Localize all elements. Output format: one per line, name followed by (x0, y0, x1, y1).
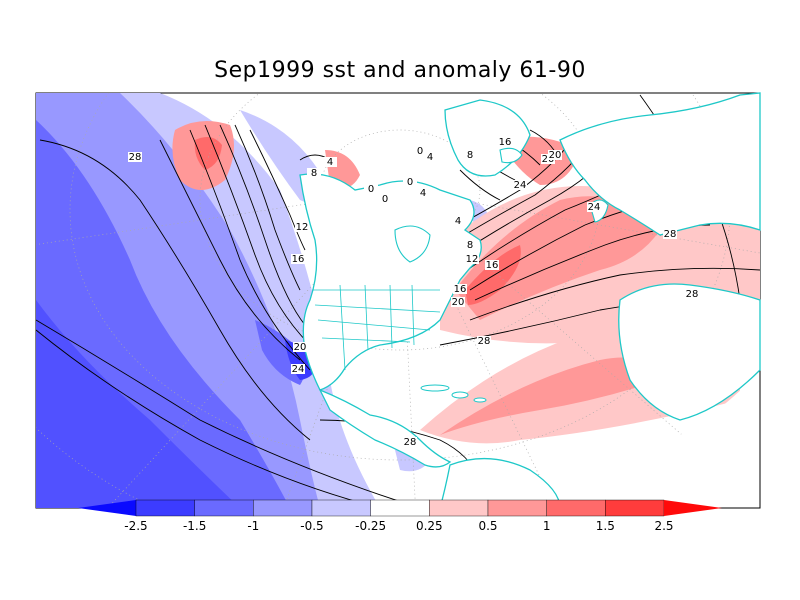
contour-label-bg (663, 229, 677, 239)
colorbar-bin (194, 499, 254, 517)
contour-label: 20 (452, 297, 465, 308)
contour-label: 16 (292, 254, 305, 265)
caribbean-islands (420, 384, 487, 403)
contour-label-bg (548, 150, 562, 160)
contour-label-bg (413, 146, 427, 156)
land-africa (618, 283, 761, 421)
contour-label-bg (403, 437, 417, 447)
contour-label-bg (485, 260, 499, 270)
colorbar-arrow-right (664, 500, 722, 516)
colorbar-bin (370, 499, 430, 517)
contour-label-bg (463, 150, 477, 160)
land-hudson-bay-water (394, 225, 431, 263)
contour-label: 20 (549, 150, 562, 161)
contour-label: 0 (368, 184, 374, 195)
contour-label: 8 (311, 168, 317, 179)
contour-label-bg (513, 180, 527, 190)
contour-label: 24 (292, 364, 305, 375)
contour-label: 4 (420, 188, 426, 199)
land-central-america (318, 388, 452, 468)
colorbar-bin (311, 499, 371, 517)
colorbar-tick-label: -0.25 (355, 519, 386, 533)
contour-label: 24 (514, 180, 527, 191)
anomaly-warm-subtropical-core (440, 357, 660, 435)
colorbar-bin (546, 499, 606, 517)
contour-label: 20 (294, 342, 307, 353)
contour-labels: 2848000412162024048412161620816202428282… (128, 137, 699, 448)
contour-label-bg (291, 254, 305, 264)
contour-label: 0 (417, 146, 423, 157)
contour-label: 4 (327, 157, 333, 168)
anomaly-warm-gulfstream-core (465, 245, 521, 305)
contour-label-bg (128, 152, 142, 162)
contour-label-bg (463, 240, 477, 250)
contour-label-bg (587, 202, 601, 212)
colorbar-tick-label: 1 (543, 519, 551, 533)
contour-label: 24 (588, 202, 601, 213)
contour-label-bg (465, 254, 479, 264)
contour-label: 16 (454, 284, 467, 295)
contour-label-bg (378, 194, 392, 204)
contour-label-bg (423, 152, 437, 162)
anomaly-warm-gulfstream (455, 196, 660, 320)
anomaly-warm-bering-inner (194, 136, 222, 170)
contour-label: 4 (455, 216, 461, 227)
contour-label-bg (293, 342, 307, 352)
contour-label: 4 (427, 152, 433, 163)
contour-label-bg (403, 177, 417, 187)
contour-label: 28 (129, 152, 142, 163)
contour-label: 12 (296, 222, 309, 233)
us-state-borders (312, 284, 441, 371)
contour-label: 16 (499, 137, 512, 148)
contour-label-bg (364, 184, 378, 194)
contour-label-bg (323, 157, 337, 167)
land-europe (559, 92, 761, 236)
colorbar-tick-label: -1.5 (183, 519, 206, 533)
contour-label-bg (291, 364, 305, 374)
land-south-america (439, 457, 561, 509)
contour-label: 8 (467, 240, 473, 251)
colorbar-tick-label: 2.5 (654, 519, 673, 533)
contour-label: 0 (382, 194, 388, 205)
colorbar-bin (429, 499, 489, 517)
colorbar-tick-label: 1.5 (596, 519, 615, 533)
colorbar-bin (253, 499, 313, 517)
colorbar-tick-label: -0.5 (300, 519, 323, 533)
contour-label-bg (307, 168, 321, 178)
contour-label: 0 (407, 177, 413, 188)
colorbar-bin (487, 499, 547, 517)
colorbar-arrow-left (78, 500, 136, 516)
contour-label: 28 (686, 289, 699, 300)
colorbar-tick-label: -1 (247, 519, 259, 533)
contour-label-bg (477, 336, 491, 346)
anomaly-cold-strong-outer (36, 300, 240, 508)
contour-label-bg (451, 216, 465, 226)
contour-label: 28 (664, 229, 677, 240)
contour-label-bg (498, 137, 512, 147)
colorbar-bin (135, 499, 195, 517)
contour-label: 16 (486, 260, 499, 271)
contour-label: 28 (404, 437, 417, 448)
map-title: Sep1999 sst and anomaly 61-90 (214, 58, 586, 83)
contour-label: 28 (478, 336, 491, 347)
land-iceland (499, 147, 523, 164)
colorbar-tick-label: -2.5 (124, 519, 147, 533)
land-north-america (299, 173, 482, 391)
contour-label: 12 (466, 254, 479, 265)
colorbar: -2.5 -1.5 -1 -0.5 -0.25 0.25 0.5 1 1.5 2.5 (78, 499, 722, 533)
contour-label-bg (416, 188, 430, 198)
contour-label-bg (451, 297, 465, 307)
colorbar-tick-label: 0.5 (478, 519, 497, 533)
contour-label-bg (453, 284, 467, 294)
colorbar-tick-label: 0.25 (416, 519, 443, 533)
contour-label-bg (685, 289, 699, 299)
contour-label: 8 (467, 150, 473, 161)
contour-label-bg (295, 222, 309, 232)
colorbar-bin (605, 499, 665, 517)
